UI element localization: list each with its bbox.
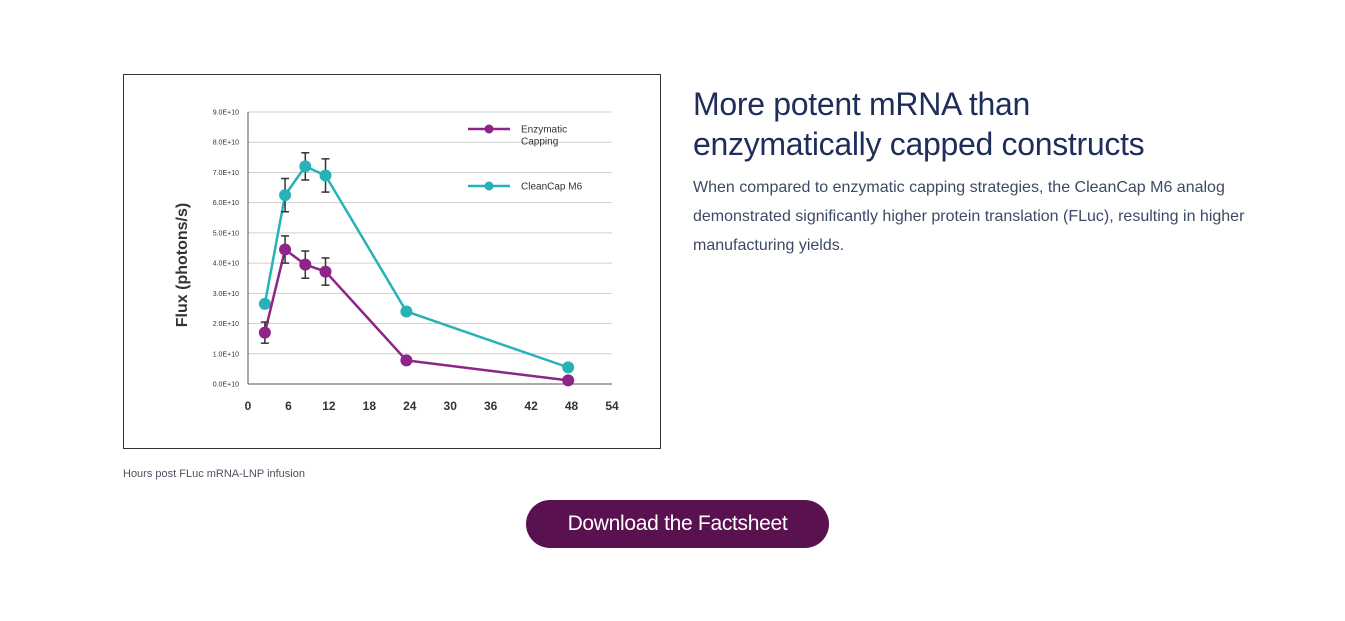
x-tick-label-8: 48: [565, 399, 579, 413]
x-tick-label-1: 6: [285, 399, 292, 413]
y-tick-label-9: 9.0E+10: [213, 110, 239, 117]
cleancap-m6-point-1: [279, 189, 292, 202]
enzymatic-capping-point-5: [562, 374, 575, 387]
cleancap-m6-point-2: [299, 160, 312, 173]
cleancap-m6-point-0: [258, 297, 271, 310]
series-layer: [258, 152, 575, 387]
enzymatic-capping-point-0: [258, 326, 271, 339]
legend-enzymatic-capping-label-0: Enzymatic: [521, 125, 567, 136]
x-tick-label-4: 24: [403, 399, 417, 413]
x-tick-label-3: 18: [363, 399, 377, 413]
cleancap-m6-point-5: [562, 361, 575, 374]
y-tick-label-2: 2.0E+10: [213, 321, 239, 328]
chart-caption: Hours post FLuc mRNA-LNP infusion: [123, 468, 305, 480]
legend-enzymatic-capping-marker: [484, 124, 494, 134]
cleancap-m6-point-4: [400, 305, 413, 318]
y-tick-label-7: 7.0E+10: [213, 170, 239, 177]
axis-layer: 0.0E+10 1.0E+10 2.0E+10 3.0E+10 4.0E+10 5.0E+…: [213, 110, 619, 414]
y-tick-label-0: 0.0E+10: [213, 382, 239, 389]
cleancap-m6-line: [263, 165, 569, 369]
x-tick-label-5: 30: [444, 399, 458, 413]
y-tick-label-1: 1.0E+10: [213, 351, 239, 358]
cleancap-m6-point-3: [319, 169, 332, 182]
y-tick-label-6: 6.0E+10: [213, 200, 239, 207]
x-tick-label-7: 42: [524, 399, 538, 413]
enzymatic-capping-point-1: [279, 243, 292, 256]
y-axis-label: Flux (photons/s): [174, 203, 191, 327]
download-factsheet-button[interactable]: Download the Factsheet: [526, 500, 829, 548]
x-tick-label-9: 54: [605, 399, 619, 413]
enzymatic-capping-point-2: [299, 258, 312, 271]
flux-line-chart: 0.0E+10 1.0E+10 2.0E+10 3.0E+10 4.0E+10 5.0E+…: [174, 110, 619, 414]
section-body: When compared to enzymatic capping strat…: [693, 179, 1245, 254]
x-tick-label-6: 36: [484, 399, 498, 413]
section-heading: More potent mRNA than enzymatically capp…: [693, 84, 1253, 164]
y-tick-label-3: 3.0E+10: [213, 291, 239, 298]
y-tick-label-4: 4.0E+10: [213, 261, 239, 268]
x-tick-label-2: 12: [322, 399, 336, 413]
legend-enzymatic-capping-label-1: Capping: [521, 137, 558, 148]
heading-line-1: More potent mRNA than: [693, 86, 1030, 122]
y-tick-label-8: 8.0E+10: [213, 140, 239, 147]
chart-frame: 0.0E+10 1.0E+10 2.0E+10 3.0E+10 4.0E+10 5.0E+…: [123, 74, 661, 449]
enzymatic-capping-point-3: [319, 265, 332, 278]
legend-cleancap-m6-marker: [484, 181, 494, 191]
x-tick-label-0: 0: [245, 399, 252, 413]
y-tick-label-5: 5.0E+10: [213, 230, 239, 237]
enzymatic-capping-point-4: [400, 354, 413, 367]
legend-cleancap-m6-label-0: CleanCap M6: [521, 182, 583, 193]
grid-layer: [248, 111, 612, 355]
heading-line-2: enzymatically capped constructs: [693, 126, 1145, 162]
